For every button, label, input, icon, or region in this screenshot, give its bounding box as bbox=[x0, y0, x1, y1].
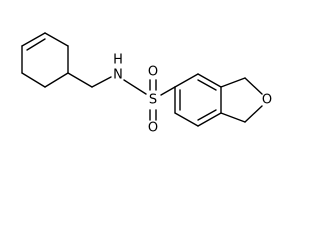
bond bbox=[197, 112, 222, 127]
bond bbox=[220, 112, 246, 123]
bond bbox=[44, 72, 69, 88]
bond bbox=[160, 86, 176, 96]
atom-label: O bbox=[148, 121, 158, 136]
atom-label: H bbox=[113, 53, 123, 68]
bond bbox=[44, 32, 69, 47]
atom-label: N bbox=[113, 68, 123, 83]
bond bbox=[91, 76, 112, 88]
bond bbox=[244, 77, 263, 95]
bond bbox=[220, 77, 246, 88]
bond bbox=[174, 73, 199, 88]
bond bbox=[123, 79, 147, 95]
bond bbox=[197, 73, 222, 88]
atom-label: O bbox=[148, 65, 158, 80]
double-bond-inner bbox=[26, 38, 46, 51]
atom-label: S bbox=[149, 93, 157, 108]
bond bbox=[174, 112, 199, 127]
structure-diagram: N H S O O O bbox=[21, 32, 272, 136]
bond bbox=[21, 32, 46, 47]
atom-label: O bbox=[262, 93, 272, 108]
bond bbox=[67, 72, 93, 88]
bond bbox=[244, 105, 263, 123]
double-bond-inner bbox=[197, 79, 217, 91]
bond bbox=[21, 72, 46, 88]
bonds bbox=[21, 32, 263, 127]
atom-labels: N H S O O O bbox=[113, 53, 272, 136]
double-bond-inner bbox=[197, 109, 217, 121]
